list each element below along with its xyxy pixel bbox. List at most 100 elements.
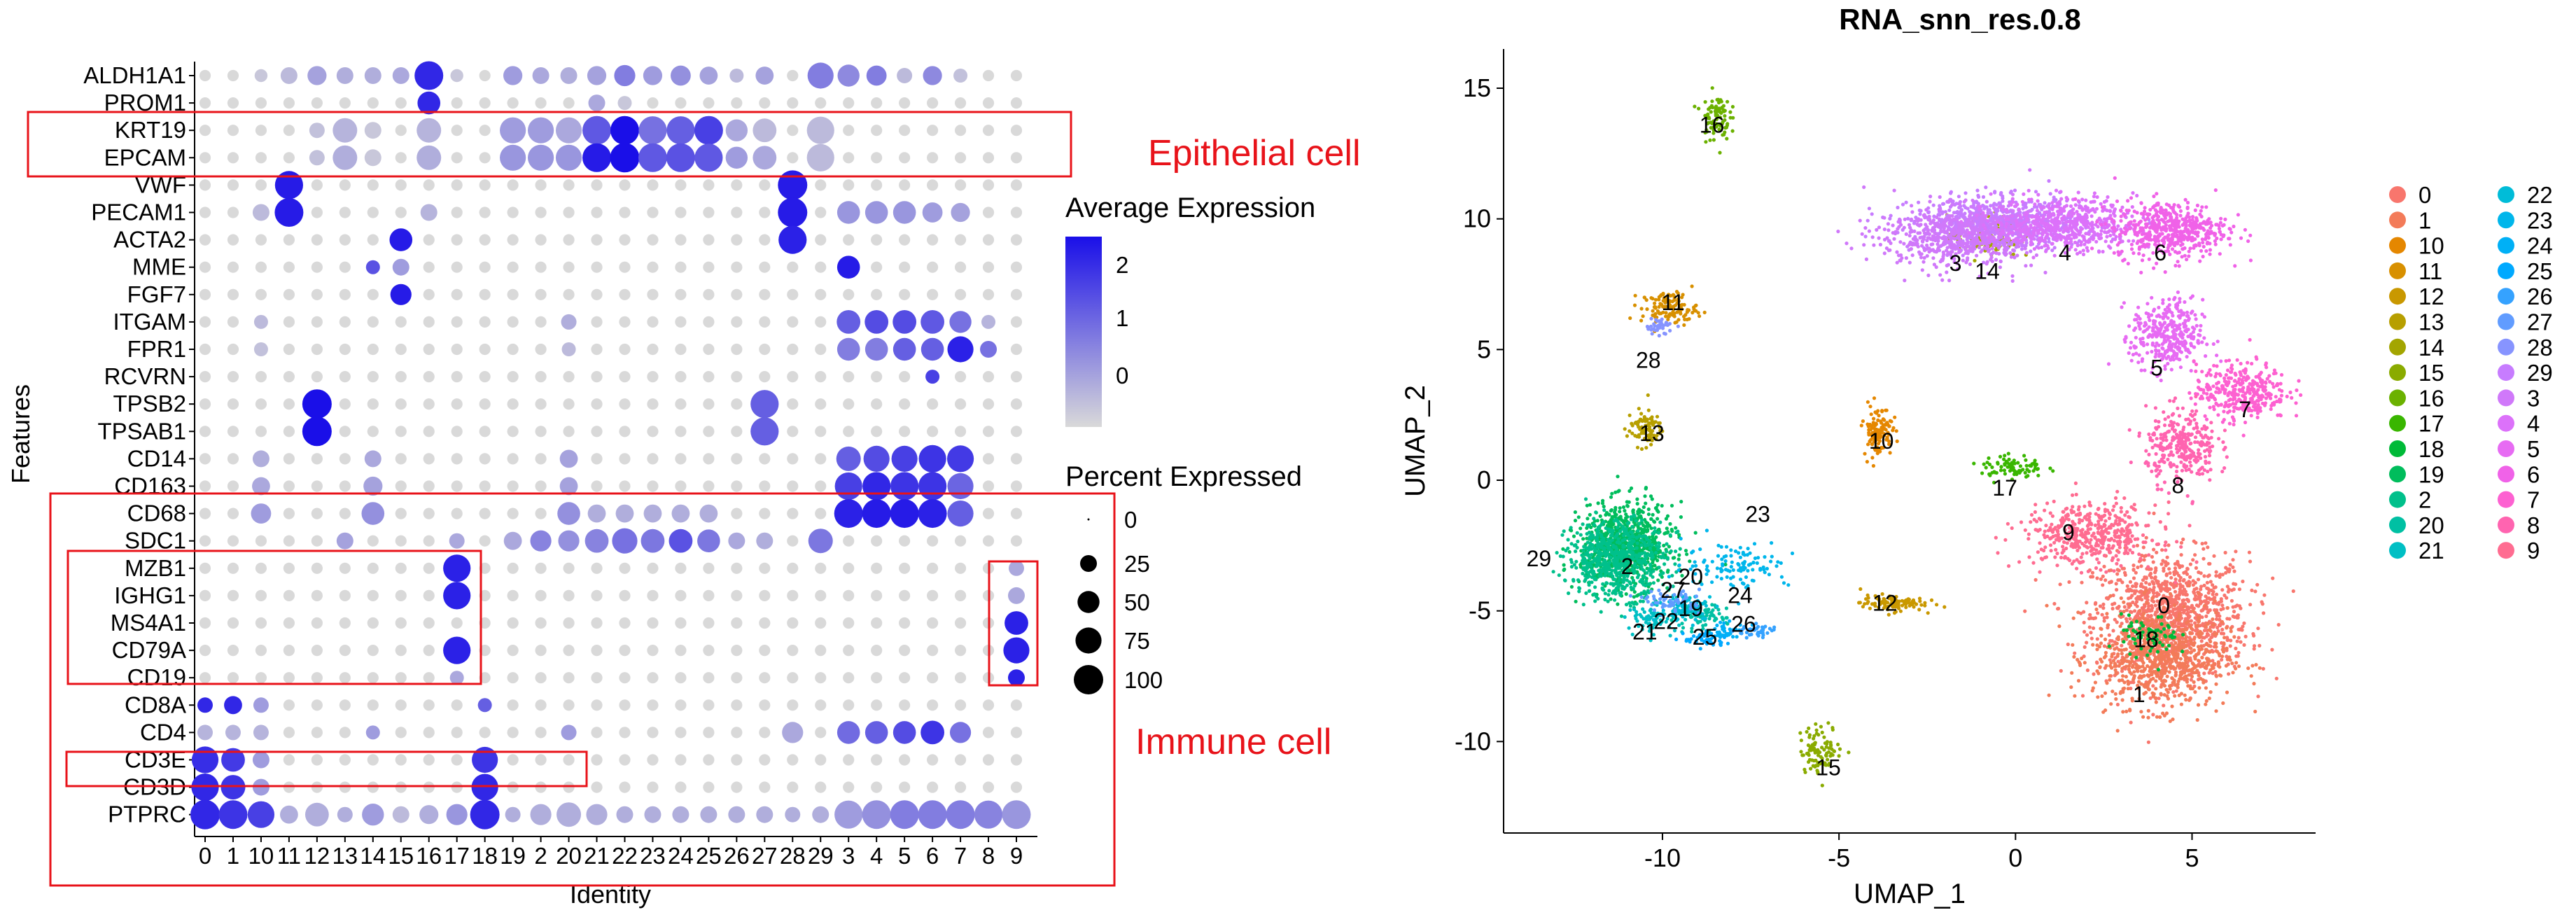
umap-point [1644, 486, 1648, 490]
dot-IGHG1-26 [731, 589, 743, 602]
umap-point [2148, 622, 2152, 627]
umap-point [2150, 575, 2154, 580]
x-tick-label: 2 [534, 843, 547, 869]
dot-ALDH1A1-10 [254, 69, 268, 83]
umap-point [1868, 405, 1872, 409]
umap-point [2224, 566, 2228, 570]
dot-SDC1-3 [843, 535, 855, 547]
umap-point [1600, 552, 1604, 556]
dot-CD8A-18 [477, 698, 492, 713]
dot-TPSAB1-22 [619, 426, 631, 438]
dot-CD19-17 [449, 671, 464, 685]
umap-point [2150, 596, 2155, 601]
umap-point [2130, 659, 2134, 664]
dot-CD3E-21 [591, 754, 603, 766]
dot-ITGAM-28 [787, 316, 799, 328]
dot-SDC1-9 [1010, 535, 1023, 547]
dot-ACTA2-1 [227, 234, 239, 246]
dot-IGHG1-5 [899, 589, 911, 602]
umap-point [2180, 665, 2184, 669]
umap-point [1646, 507, 1651, 512]
umap-point [1639, 518, 1644, 522]
umap-point [1662, 531, 1667, 536]
umap-point [2100, 694, 2104, 699]
umap-point [2129, 624, 2134, 628]
umap-point [2165, 640, 2169, 644]
umap-point [1865, 400, 1870, 404]
umap-point [2103, 637, 2108, 642]
dot-TPSAB1-8 [982, 426, 995, 438]
umap-point [2094, 607, 2099, 612]
umap-point [2157, 644, 2162, 648]
umap-point [1569, 584, 1574, 589]
umap-point [2160, 548, 2164, 552]
dot-MZB1-4 [871, 562, 883, 574]
umap-point [1614, 505, 1618, 510]
umap-point [2239, 640, 2243, 644]
umap-point [1585, 532, 1589, 536]
dot-CD68-4 [862, 499, 891, 528]
dot-CD19-20 [563, 672, 575, 684]
dot-ACTA2-23 [647, 234, 659, 246]
umap-point [2167, 567, 2171, 571]
dot-TPSB2-0 [199, 398, 211, 410]
dot-CD3D-10 [252, 778, 270, 796]
dot-CD79A-3 [843, 645, 855, 657]
dot-KRT19-18 [479, 125, 491, 136]
umap-point [1623, 509, 1627, 513]
dot-TPSB2-8 [982, 398, 995, 410]
umap-point [2213, 670, 2218, 674]
y-tick-label: TPSB2 [113, 391, 186, 416]
umap-point [1870, 424, 1874, 428]
umap-point [2157, 696, 2161, 701]
y-tick-label: CD4 [140, 719, 186, 745]
umap-point [2182, 645, 2186, 650]
dot-CD79A-1 [227, 645, 239, 657]
umap-point [2133, 609, 2137, 613]
dot-CD3D-22 [619, 781, 631, 793]
dot-VWF-19 [507, 179, 519, 191]
dot-IGHG1-7 [954, 589, 967, 602]
umap-point [1893, 415, 1897, 419]
dot-CD163-18 [479, 480, 491, 492]
umap-point [2230, 662, 2234, 666]
umap-point [2250, 664, 2255, 668]
dot-CD68-24 [671, 504, 690, 523]
dot-ITGAM-3 [836, 310, 861, 334]
x-tick-label: 26 [724, 843, 750, 869]
dot-CD14-1 [227, 453, 239, 465]
umap-point [2094, 601, 2098, 606]
umap-point [2134, 582, 2138, 586]
umap-point [1665, 550, 1669, 554]
umap-point [2200, 655, 2204, 659]
dot-RCVRN-15 [395, 371, 407, 383]
dot-ACTA2-14 [367, 234, 379, 246]
umap-point [2005, 465, 2010, 469]
dot-IGHG1-16 [423, 589, 435, 602]
umap-point [2216, 629, 2220, 634]
dot-ACTA2-4 [871, 234, 883, 246]
umap-point [2202, 583, 2206, 588]
dot-MZB1-1 [227, 562, 239, 574]
umap-point [2082, 629, 2087, 634]
umap-point [2197, 592, 2201, 596]
umap-point [2185, 593, 2189, 597]
umap-point [1914, 602, 1919, 606]
dot-ALDH1A1-17 [450, 69, 463, 83]
dot-CD68-16 [423, 507, 435, 519]
dot-SDC1-0 [199, 535, 211, 547]
umap-point [2234, 646, 2238, 651]
umap-point [2178, 564, 2182, 568]
umap-point [2111, 659, 2116, 663]
umap-point [1656, 517, 1660, 521]
dot-ACTA2-15 [389, 228, 413, 251]
dot-CD3D-8 [982, 781, 995, 793]
umap-point [2036, 473, 2040, 477]
umap-point [1639, 412, 1644, 416]
umap-point [2192, 591, 2197, 595]
umap-point [2164, 666, 2168, 671]
umap-point [2045, 603, 2049, 608]
umap-point [1572, 579, 1576, 583]
umap-point [2116, 578, 2120, 582]
dot-CD3D-12 [311, 781, 323, 793]
